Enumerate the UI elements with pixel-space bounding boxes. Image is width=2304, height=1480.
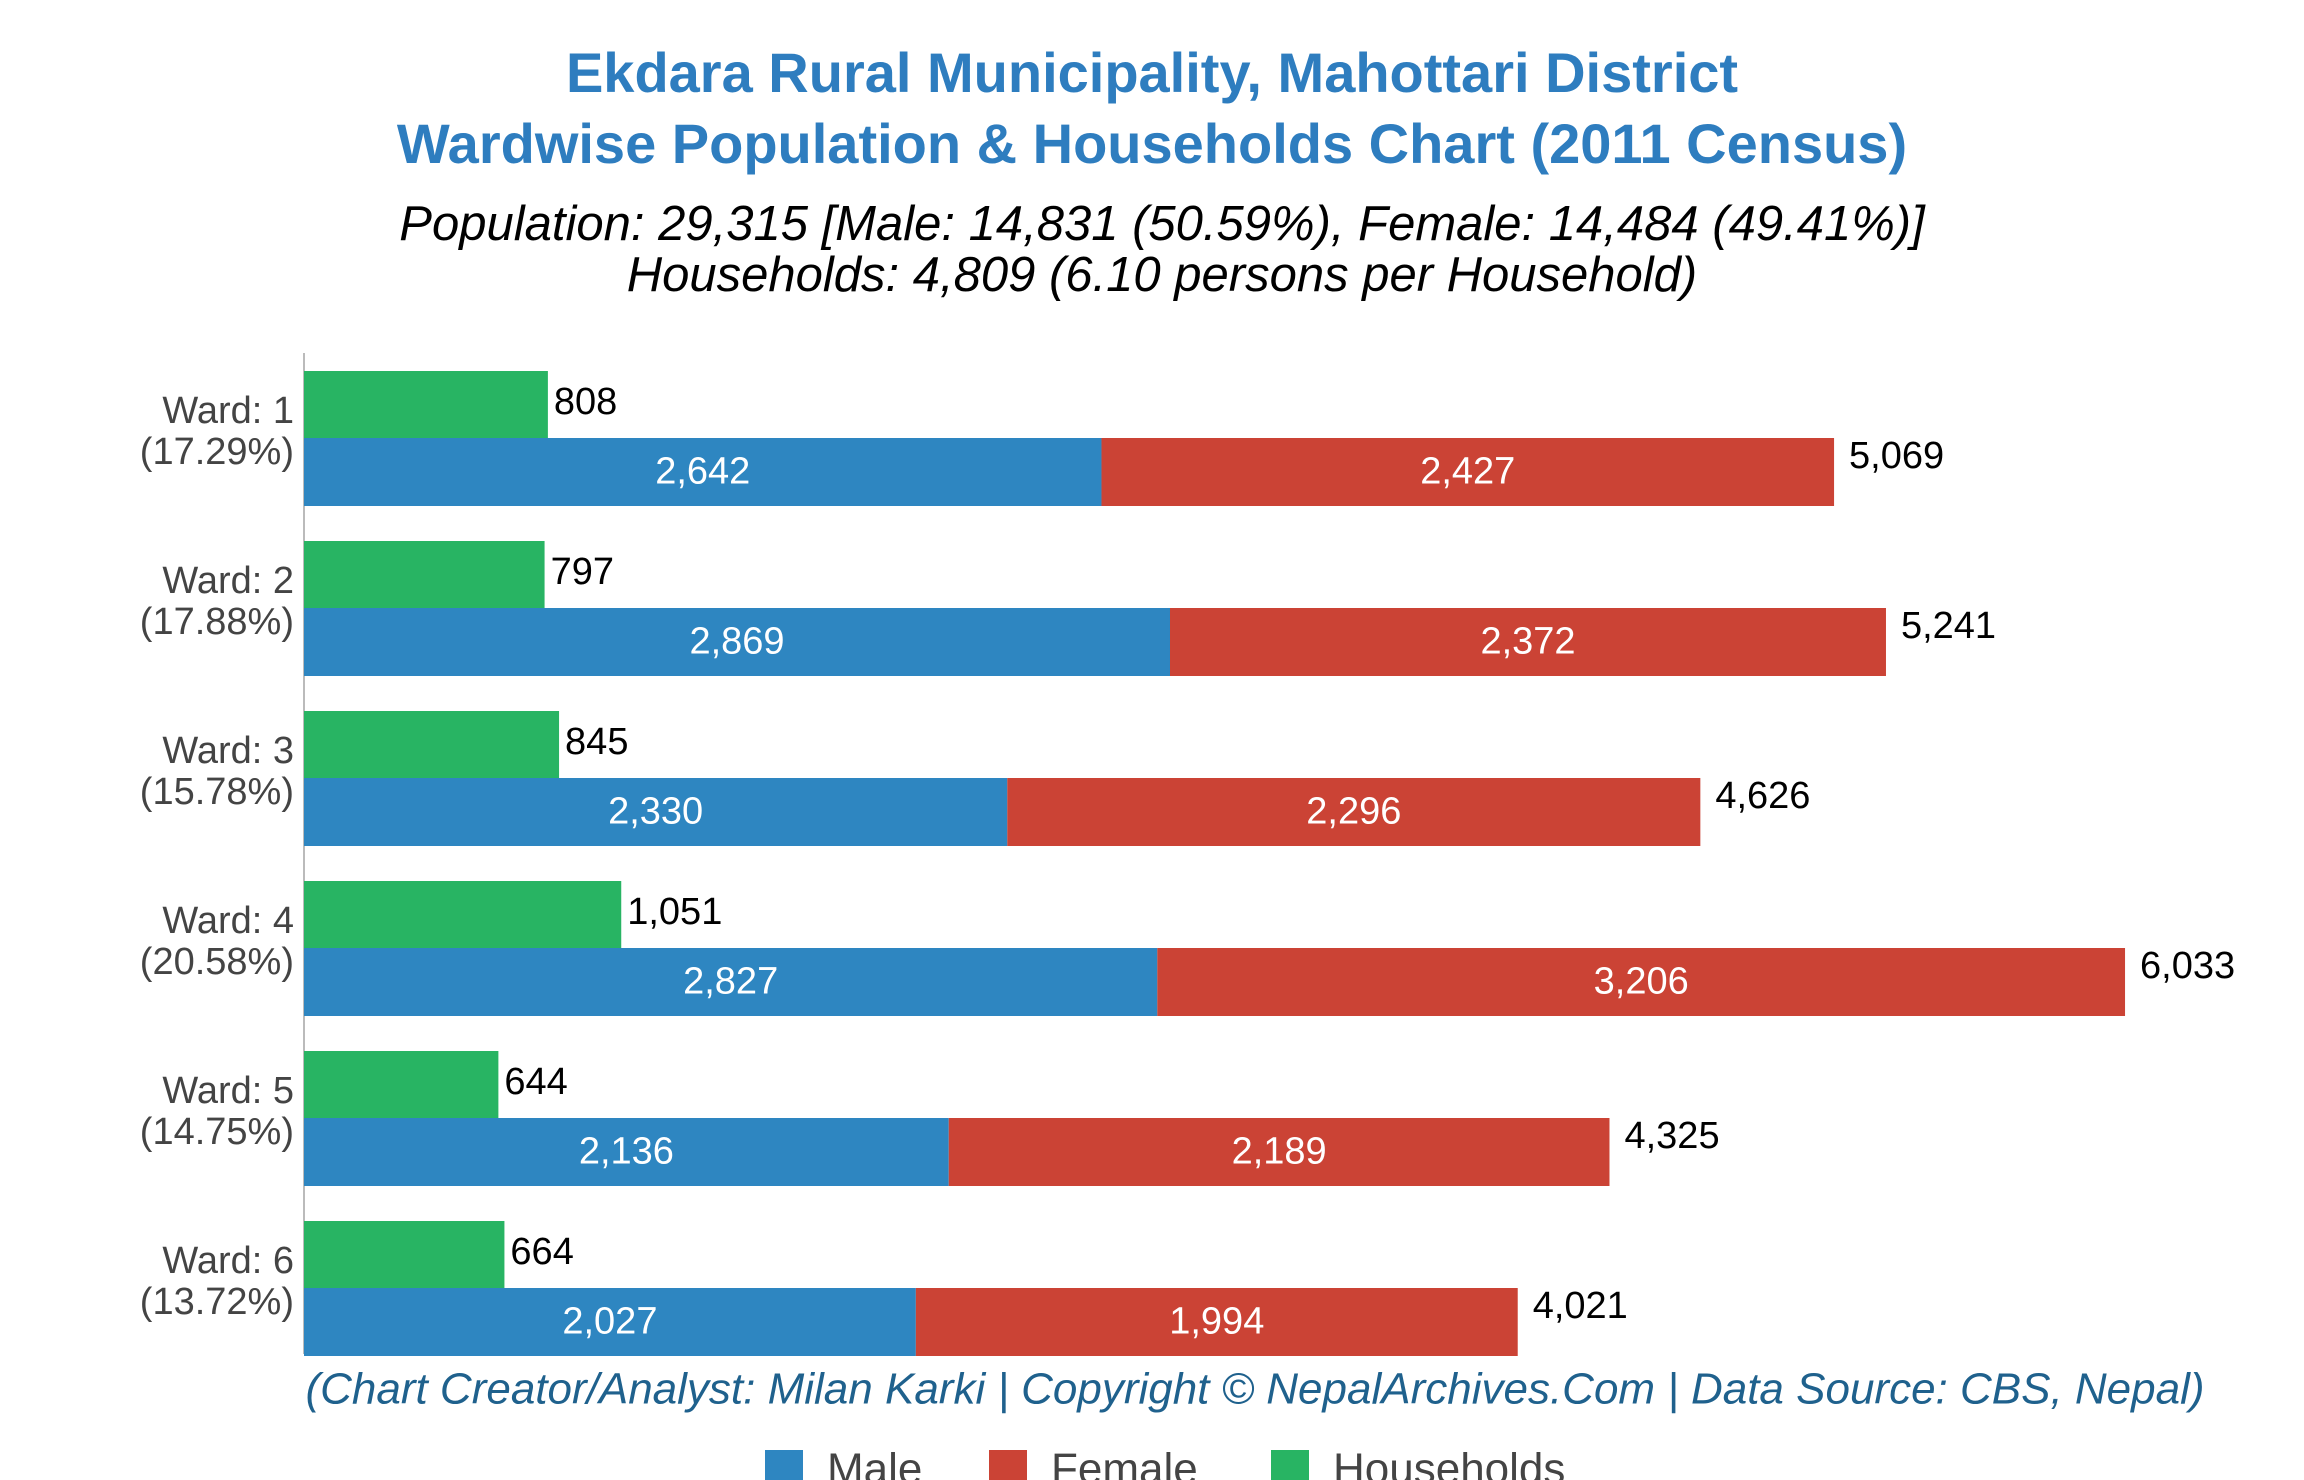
- y-tick-label: (15.78%): [140, 771, 294, 813]
- bar-segment: [304, 778, 1008, 846]
- y-tick-label: Ward: 2: [162, 560, 294, 602]
- data-label: 2,330: [608, 791, 703, 833]
- y-tick-label: Ward: 5: [162, 1070, 294, 1112]
- total-label: 4,325: [1624, 1115, 1719, 1157]
- bar-segment: [915, 1288, 1518, 1356]
- chart-title: Ekdara Rural Municipality, Mahottari Dis…: [566, 41, 1738, 104]
- legend-label: Male: [827, 1445, 922, 1480]
- data-label: 664: [510, 1231, 573, 1273]
- y-tick-label: Ward: 6: [162, 1240, 294, 1282]
- data-label: 797: [551, 551, 614, 593]
- data-label: 808: [554, 381, 617, 423]
- y-tick-label: Ward: 1: [162, 390, 294, 432]
- bar-segment: [304, 438, 1102, 506]
- y-tick-label: (17.29%): [140, 431, 294, 473]
- chart-subtitle: Population: 29,315 [Male: 14,831 (50.59%…: [399, 197, 1926, 251]
- total-label: 6,033: [2140, 945, 2235, 987]
- total-label: 4,626: [1715, 775, 1810, 817]
- bar-segment: [1007, 778, 1701, 846]
- legend-swatch: [1271, 1450, 1309, 1480]
- bar-segment: [304, 948, 1158, 1016]
- y-tick-label: (17.88%): [140, 601, 294, 643]
- chart-subtitle: Households: 4,809 (6.10 persons per Hous…: [627, 248, 1698, 302]
- y-tick-label: (20.58%): [140, 941, 294, 983]
- data-label: 2,136: [579, 1131, 674, 1173]
- legend-swatch: [765, 1450, 803, 1480]
- bar-segment: [1169, 608, 1886, 676]
- data-label: 2,296: [1306, 791, 1401, 833]
- bar: [304, 371, 548, 438]
- data-label: 2,027: [562, 1301, 657, 1343]
- bar-segment: [304, 1118, 949, 1186]
- data-label: 644: [504, 1061, 567, 1103]
- data-label: 2,427: [1420, 451, 1515, 493]
- bar-segment: [304, 1288, 916, 1356]
- bar: [304, 1051, 499, 1118]
- bar-segment: [1157, 948, 2126, 1016]
- bar: [304, 1221, 505, 1288]
- y-tick-label: (14.75%): [140, 1111, 294, 1153]
- bar: [304, 711, 560, 778]
- data-label: 2,642: [655, 451, 750, 493]
- legend-label: Female: [1051, 1445, 1198, 1480]
- bar-segment: [948, 1118, 1610, 1186]
- bar-segment: [1101, 438, 1835, 506]
- data-label: 1,051: [627, 891, 722, 933]
- total-label: 5,069: [1849, 435, 1944, 477]
- data-label: 2,189: [1232, 1131, 1327, 1173]
- bar-segment: [304, 608, 1170, 676]
- y-tick-label: Ward: 3: [162, 730, 294, 772]
- data-label: 2,827: [683, 961, 778, 1003]
- y-tick-label: Ward: 4: [162, 900, 294, 942]
- y-tick-label: (13.72%): [140, 1281, 294, 1323]
- total-label: 5,241: [1901, 605, 1996, 647]
- data-label: 1,994: [1169, 1301, 1264, 1343]
- footer: (Chart Creator/Analyst: Milan Karki | Co…: [305, 1365, 2204, 1414]
- bar: [304, 541, 545, 608]
- data-label: 845: [565, 721, 628, 763]
- data-label: 2,372: [1480, 621, 1575, 663]
- bar: [304, 881, 622, 948]
- data-label: 2,869: [689, 621, 784, 663]
- chart-title: Wardwise Population & Households Chart (…: [397, 112, 1907, 175]
- legend-label: Households: [1333, 1445, 1565, 1480]
- total-label: 4,021: [1533, 1285, 1628, 1327]
- legend-swatch: [989, 1450, 1027, 1480]
- data-label: 3,206: [1594, 961, 1689, 1003]
